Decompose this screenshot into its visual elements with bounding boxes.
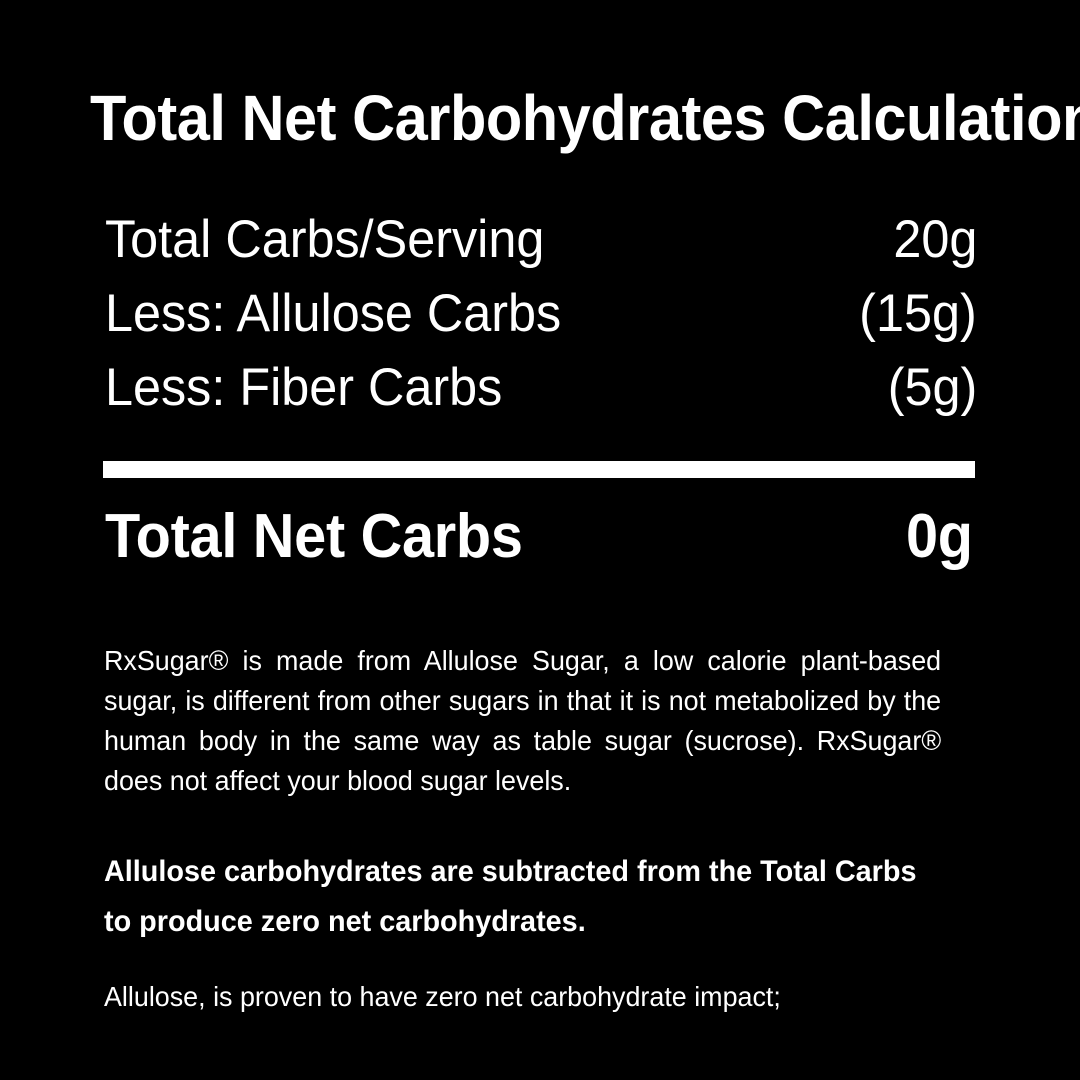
table-row: Total Carbs/Serving 20g bbox=[105, 212, 977, 286]
net-carbs-calculation-table: Total Carbs/Serving 20g Less: Allulose C… bbox=[105, 212, 977, 434]
row-label-less-fiber-carbs: Less: Fiber Carbs bbox=[105, 358, 503, 417]
row-value-less-allulose-carbs: (15g) bbox=[859, 284, 977, 343]
table-row: Less: Fiber Carbs (5g) bbox=[105, 360, 977, 434]
closing-paragraph: Allulose, is proven to have zero net car… bbox=[104, 981, 781, 1012]
row-value-less-fiber-carbs: (5g) bbox=[887, 358, 977, 417]
section-divider-rule bbox=[103, 461, 975, 478]
total-net-carbs-row: Total Net Carbs 0g bbox=[105, 503, 973, 571]
row-label-less-allulose-carbs: Less: Allulose Carbs bbox=[105, 284, 562, 343]
total-net-carbs-label: Total Net Carbs bbox=[105, 502, 523, 571]
page-title: Total Net Carbohydrates Calculation bbox=[90, 82, 1080, 154]
total-net-carbs-value: 0g bbox=[906, 502, 973, 571]
row-label-total-carbs: Total Carbs/Serving bbox=[105, 210, 545, 269]
emphasis-paragraph: Allulose carbohydrates are subtracted fr… bbox=[104, 855, 917, 938]
table-row: Less: Allulose Carbs (15g) bbox=[105, 286, 977, 360]
row-value-total-carbs: 20g bbox=[892, 210, 977, 269]
intro-paragraph: RxSugar® is made from Allulose Sugar, a … bbox=[104, 645, 942, 796]
